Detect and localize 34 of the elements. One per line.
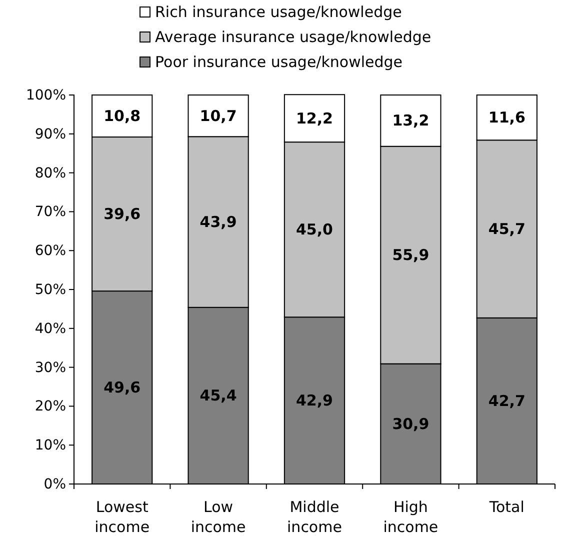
data-label: 39,6 — [104, 205, 141, 224]
data-label: 45,0 — [296, 220, 334, 239]
y-tick-label: 50% — [34, 282, 66, 298]
y-tick-label: 0% — [44, 476, 66, 492]
legend-label: Poor insurance usage/knowledge — [155, 53, 403, 71]
data-label: 12,2 — [296, 109, 334, 128]
data-label: 13,2 — [392, 112, 430, 130]
data-label: 49,6 — [104, 378, 141, 397]
data-label: 10,7 — [200, 106, 237, 125]
y-tick-label: 40% — [34, 320, 66, 337]
x-tick-label: High income — [383, 498, 438, 536]
legend-label: Rich insurance usage/knowledge — [155, 3, 402, 21]
data-label: 45,7 — [488, 220, 526, 238]
data-label: 42,9 — [296, 392, 334, 410]
y-tick-label: 10% — [34, 438, 66, 454]
y-tick-label: 90% — [34, 126, 66, 142]
data-label: 55,9 — [392, 246, 430, 264]
x-tick-label: Middle income — [287, 498, 342, 536]
y-tick-label: 100% — [26, 87, 66, 104]
y-tick-label: 80% — [34, 165, 66, 182]
data-label: 42,7 — [488, 392, 526, 410]
data-label: 11,6 — [488, 108, 526, 127]
x-tick-label: Lowest income — [94, 498, 150, 536]
y-tick-label: 60% — [34, 243, 66, 260]
data-label: 10,8 — [104, 107, 141, 126]
data-label: 30,9 — [392, 414, 430, 433]
x-tick-label: Total — [488, 498, 524, 516]
y-tick-label: 30% — [34, 360, 66, 376]
x-tick-label: Low income — [190, 498, 246, 536]
data-label: 45,4 — [200, 386, 237, 405]
data-label: 43,9 — [200, 213, 237, 232]
legend-label: Average insurance usage/knowledge — [155, 28, 432, 46]
y-tick-label: 20% — [34, 398, 66, 415]
y-tick-label: 70% — [34, 204, 66, 220]
